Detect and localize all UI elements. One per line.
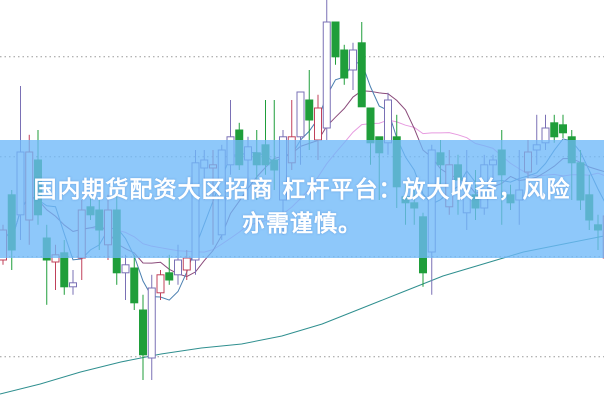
candle-body bbox=[384, 99, 392, 144]
candle-body bbox=[305, 99, 314, 121]
ma-long-line bbox=[0, 235, 604, 395]
candle-body bbox=[366, 107, 375, 144]
candle-body bbox=[121, 264, 130, 274]
candle-body bbox=[314, 107, 322, 141]
banner-line-2: 亦需谨慎。 bbox=[242, 211, 362, 237]
candle-body bbox=[174, 259, 182, 276]
candle-body bbox=[357, 42, 366, 108]
candle-body bbox=[331, 21, 340, 58]
candle-body bbox=[156, 274, 165, 294]
candle-body bbox=[165, 272, 174, 281]
banner-line-1: 国内期货配资大区招商 杠杆平台：放大收益，风险 bbox=[33, 177, 571, 203]
candle-body bbox=[296, 91, 305, 138]
candle-body bbox=[322, 21, 331, 129]
candle-body bbox=[182, 257, 191, 271]
candle-body bbox=[550, 122, 559, 138]
candle-body bbox=[139, 309, 147, 356]
promo-banner: 国内期货配资大区招商 杠杆平台：放大收益，风险 亦需谨慎。 bbox=[0, 140, 604, 258]
candle-body bbox=[69, 282, 77, 288]
candle-body bbox=[130, 267, 139, 304]
candle-body bbox=[559, 124, 567, 134]
candle-body bbox=[349, 49, 357, 71]
candle-body bbox=[340, 49, 349, 79]
candle-body bbox=[147, 287, 156, 359]
